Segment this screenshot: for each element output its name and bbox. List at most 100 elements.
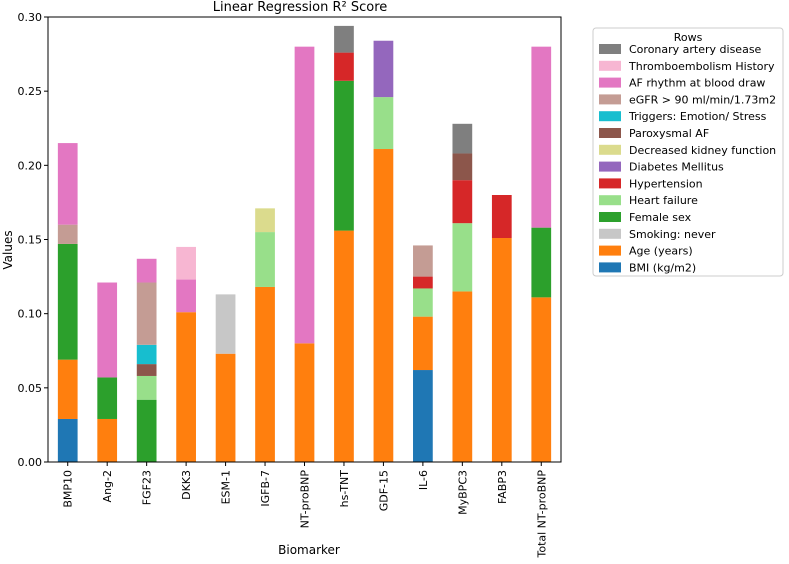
- legend-label: eGFR > 90 ml/min/1.73m2: [629, 93, 776, 106]
- bar-esm-1-smoking-never: [215, 294, 236, 354]
- legend-label: Decreased kidney function: [629, 144, 776, 157]
- legend-label: Age (years): [629, 245, 693, 258]
- legend-swatch: [599, 195, 621, 206]
- legend-title: Rows: [674, 31, 703, 44]
- x-tick-label: IGFB-7: [259, 470, 272, 507]
- bar-il-6-hypertension: [413, 276, 433, 289]
- bar-fgf23-triggers-emotion-stress: [136, 344, 157, 365]
- bar-nt-probnp-age-years: [294, 343, 315, 462]
- bar-il-6-age-years: [413, 316, 433, 371]
- bar-il-6-egfr-90-ml-min-1-73m2: [413, 245, 433, 277]
- plot-frame: [47, 16, 562, 463]
- legend-swatch: [599, 77, 621, 88]
- bar-gdf-15-heart-failure: [373, 97, 394, 150]
- x-tick-label: BMP10: [62, 470, 75, 508]
- legend-label: Thromboembolism History: [628, 60, 775, 73]
- y-axis: 0.00 0.05 0.10 0.15 0.20 0.25 0.30: [18, 11, 48, 469]
- legend-label: Triggers: Emotion/ Stress: [628, 110, 767, 123]
- bar-igfb-7-age-years: [255, 286, 275, 462]
- bar-fabp3-age-years: [491, 238, 512, 462]
- bar-bmp10-age-years: [57, 359, 78, 419]
- bar-total-nt-probnp-af-rhythm-at-blood-draw: [531, 46, 552, 228]
- y-tick-label: 0.30: [18, 11, 43, 24]
- x-tick-label: IL-6: [417, 470, 430, 490]
- x-tick-label: ESM-1: [220, 470, 233, 504]
- bar-hs-tnt-female-sex: [334, 80, 354, 231]
- y-tick-label: 0.10: [18, 308, 43, 321]
- legend-box: [592, 27, 784, 277]
- bar-hs-tnt-age-years: [334, 230, 354, 462]
- legend-swatch: [599, 60, 621, 71]
- legend-swatch: [599, 161, 621, 172]
- bar-mybpc3-heart-failure: [452, 223, 473, 292]
- bar-hs-tnt-hypertension: [334, 52, 354, 81]
- bars-layer: [57, 25, 552, 462]
- legend-swatch: [599, 44, 621, 54]
- legend-label: Female sex: [629, 211, 692, 224]
- legend-label: Hypertension: [629, 177, 703, 190]
- legend-items: Coronary artery disease Thromboembolism H…: [599, 43, 776, 274]
- legend-swatch: [599, 94, 621, 105]
- legend-swatch: [599, 128, 621, 138]
- bar-nt-probnp-af-rhythm-at-blood-draw: [294, 46, 315, 344]
- legend-label: Coronary artery disease: [629, 43, 762, 56]
- legend-swatch: [599, 228, 621, 239]
- y-tick-label: 0.15: [18, 234, 43, 247]
- bar-fgf23-egfr-90-ml-min-1-73m2: [136, 282, 157, 345]
- bar-mybpc3-hypertension: [452, 180, 473, 224]
- legend-swatch: [599, 178, 621, 189]
- y-tick-label: 0.20: [18, 159, 43, 172]
- legend-swatch: [599, 245, 621, 256]
- bar-ang-2-age-years: [97, 418, 118, 462]
- x-tick-label: DKK3: [180, 470, 193, 500]
- bar-mybpc3-paroxysmal-af: [452, 153, 473, 181]
- bar-ang-2-af-rhythm-at-blood-draw: [97, 282, 118, 378]
- bar-fgf23-paroxysmal-af: [136, 364, 157, 376]
- legend-swatch: [599, 212, 621, 222]
- bar-il-6-heart-failure: [413, 288, 433, 317]
- bar-dkk3-af-rhythm-at-blood-draw: [176, 279, 196, 313]
- bar-total-nt-probnp-female-sex: [531, 227, 552, 298]
- x-tick-label: GDF-15: [377, 470, 390, 511]
- x-tick-label: hs-TNT: [338, 470, 351, 508]
- bar-fgf23-af-rhythm-at-blood-draw: [136, 258, 157, 283]
- x-tick-label: Ang-2: [101, 470, 114, 502]
- y-tick-label: 0.05: [18, 382, 43, 395]
- bar-esm-1-age-years: [215, 353, 236, 462]
- bar-il-6-bmi-kg-m2: [413, 370, 433, 462]
- x-tick-label: FABP3: [496, 470, 509, 504]
- legend: Rows Coronary artery disease Thromboembol…: [592, 27, 784, 277]
- chart-title: Linear Regression R² Score: [213, 0, 388, 15]
- x-axis: BMP10 Ang-2 FGF23 DKK3 ESM-1 IGFB-7 NT-proBNP h…: [62, 462, 548, 559]
- bar-gdf-15-age-years: [373, 149, 394, 462]
- bar-dkk3-age-years: [176, 312, 196, 462]
- bar-dkk3-thromboembolism-history: [176, 246, 196, 280]
- x-axis-title: Biomarker: [278, 543, 340, 557]
- x-tick-label: Total NT-proBNP: [535, 470, 548, 559]
- bar-ang-2-female-sex: [97, 377, 118, 419]
- y-axis-title: Values: [1, 230, 15, 269]
- bar-gdf-15-diabetes-mellitus: [373, 40, 394, 98]
- bar-hs-tnt-coronary-artery-disease: [334, 25, 354, 53]
- legend-swatch: [599, 144, 621, 155]
- bar-bmp10-af-rhythm-at-blood-draw: [57, 143, 78, 225]
- legend-label: AF rhythm at blood draw: [629, 77, 765, 90]
- x-tick-label: FGF23: [141, 470, 154, 505]
- bar-bmp10-female-sex: [57, 243, 78, 360]
- y-tick-label: 0.25: [18, 85, 43, 98]
- bar-bmp10-bmi-kg-m2: [57, 418, 78, 462]
- x-tick-label: NT-proBNP: [299, 470, 312, 529]
- legend-label: Paroxysmal AF: [629, 127, 709, 140]
- x-tick-label: MyBPC3: [456, 470, 469, 515]
- legend-label: Heart failure: [629, 194, 698, 207]
- bar-fgf23-heart-failure: [136, 375, 157, 400]
- bar-mybpc3-age-years: [452, 291, 473, 462]
- legend-swatch: [599, 111, 621, 122]
- bar-bmp10-egfr-90-ml-min-1-73m2: [57, 224, 78, 244]
- bar-total-nt-probnp-age-years: [531, 297, 552, 462]
- legend-label: Diabetes Mellitus: [629, 161, 724, 174]
- legend-label: BMI (kg/m2): [629, 261, 696, 274]
- legend-label: Smoking: never: [629, 228, 716, 241]
- bar-fabp3-hypertension: [491, 195, 512, 239]
